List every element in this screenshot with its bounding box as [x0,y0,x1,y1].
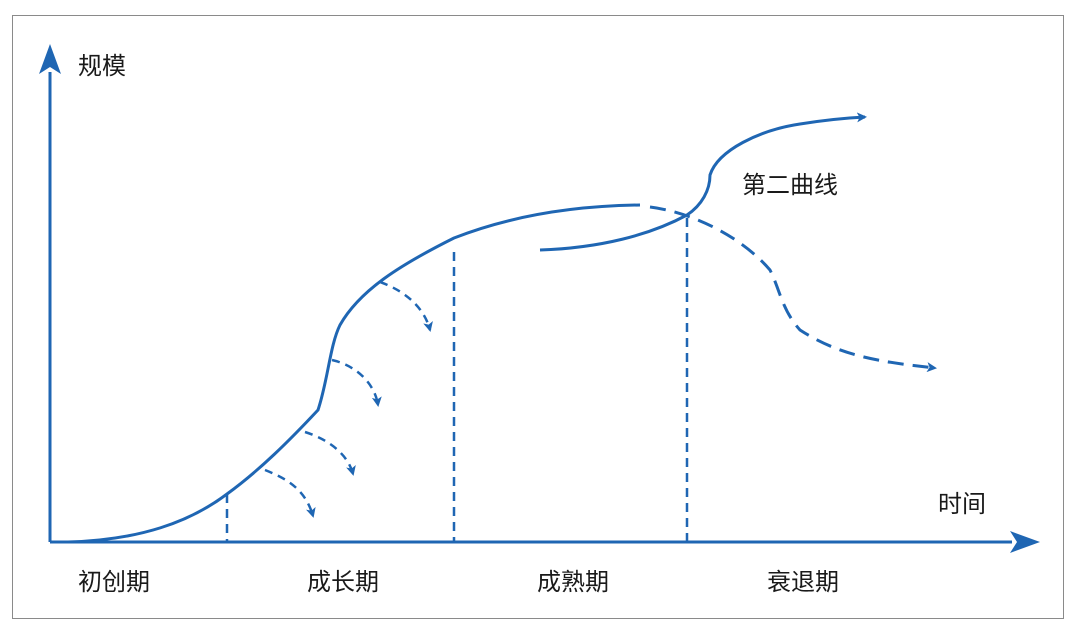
y-axis-arrow-icon [39,44,61,74]
stage-label-maturity: 成熟期 [537,568,609,596]
stage-label-growth: 成长期 [307,568,379,596]
stage-label-decline: 衰退期 [767,568,839,596]
branch-arrow-3 [331,358,382,407]
decline-curve [649,205,937,373]
stage-label-startup: 初创期 [78,568,150,596]
second-curve [539,112,867,252]
second-curve-label: 第二曲线 [742,171,838,199]
y-axis-label: 规模 [78,52,126,80]
x-axis-label: 时间 [938,490,986,518]
branch-arrow-1 [264,468,316,518]
branch-arrow-2 [304,430,356,476]
x-axis-arrow-icon [1010,531,1040,553]
branch-arrow-4 [379,280,433,332]
main-growth-curve [67,203,641,544]
